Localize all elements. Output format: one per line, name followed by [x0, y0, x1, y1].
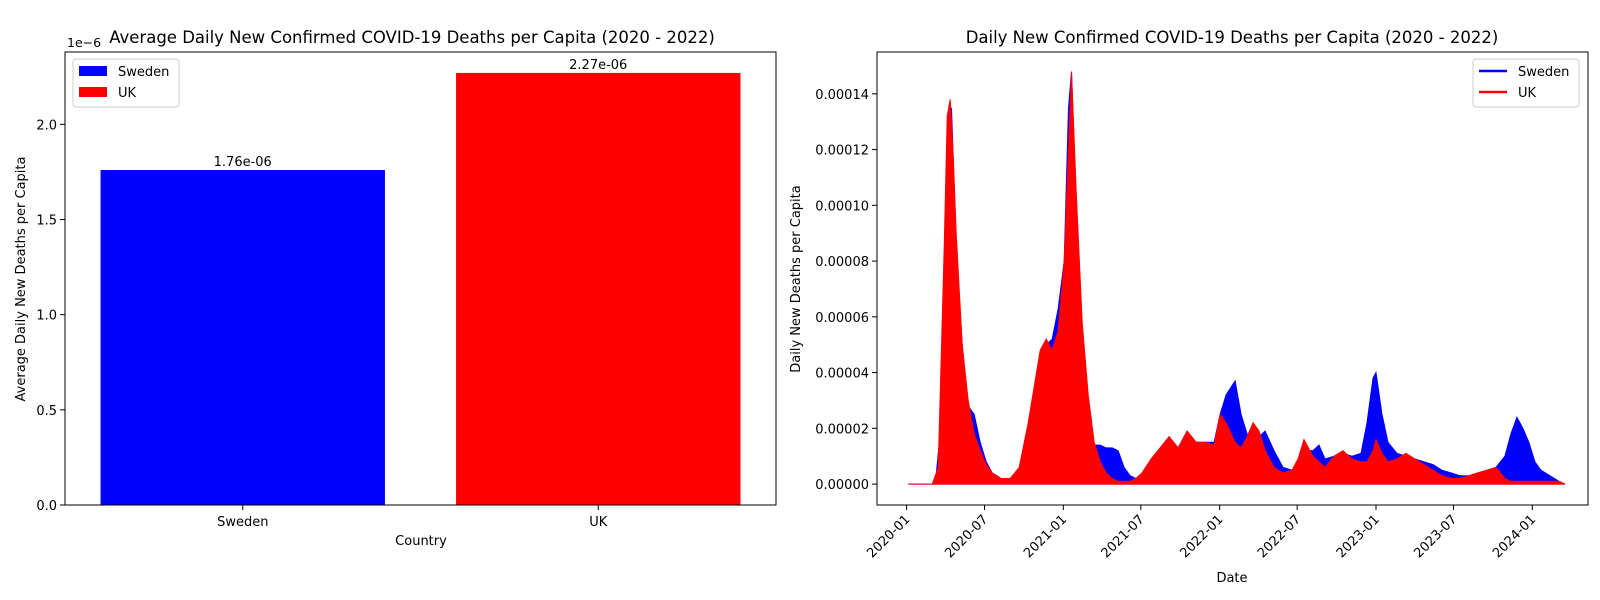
x-tick-label: 2024-01 — [1490, 512, 1539, 561]
area-chart-axes-frame — [876, 51, 1589, 506]
area-chart-panel: Daily New Confirmed COVID-19 Deaths per … — [789, 28, 1589, 586]
y-tick-label: 0.00002 — [815, 422, 869, 437]
area-chart-x-axis-label: Date — [1216, 571, 1247, 586]
y-tick-label: 0.00014 — [815, 88, 869, 103]
y-tick-label: 1.0 — [36, 309, 57, 324]
x-tick-label: UK — [589, 515, 608, 530]
bar-sweden — [100, 170, 385, 505]
area-chart-y-ticks: 0.00000 0.00002 0.00004 0.00006 0.00008 0.000… — [815, 88, 877, 493]
legend-label: Sweden — [118, 65, 169, 80]
y-tick-label: 0.00004 — [815, 367, 869, 382]
x-tick-label: 2021-01 — [1021, 512, 1070, 561]
bar-chart-offset-label: 1e−6 — [67, 35, 101, 50]
bar-chart-y-ticks: 0.0 0.5 1.0 1.5 2.0 — [36, 118, 65, 514]
x-tick-label: 2021-07 — [1099, 512, 1148, 561]
y-tick-label: 0.00012 — [815, 144, 869, 159]
legend-label: Sweden — [1518, 65, 1569, 80]
bar-chart-legend: Sweden UK — [72, 58, 180, 108]
x-tick-label: 2022-07 — [1255, 512, 1304, 561]
bar-value-label: 1.76e-06 — [214, 155, 272, 170]
area-series-sweden — [908, 71, 1566, 485]
x-tick-label: 2020-07 — [942, 512, 991, 561]
bar-chart-x-axis-label: Country — [395, 534, 447, 549]
legend-label: UK — [118, 86, 137, 101]
bar-value-label: 2.27e-06 — [569, 58, 627, 73]
bar-uk — [456, 72, 741, 505]
area-chart-legend: Sweden UK — [1472, 58, 1580, 108]
x-tick-label: 2020-01 — [864, 512, 913, 561]
y-tick-label: 2.0 — [36, 118, 57, 133]
y-tick-label: 0.00006 — [815, 311, 869, 326]
area-chart-title: Daily New Confirmed COVID-19 Deaths per … — [966, 28, 1499, 47]
legend-swatch-sweden — [79, 66, 107, 76]
bar-chart-bars: 1.76e-06 2.27e-06 — [100, 58, 741, 505]
x-tick-label: 2022-01 — [1177, 512, 1226, 561]
y-tick-label: 0.5 — [36, 404, 57, 419]
y-tick-label: 1.5 — [36, 213, 57, 228]
area-series-uk — [908, 71, 1566, 485]
y-tick-label: 0.00000 — [815, 478, 869, 493]
y-tick-label: 0.00010 — [815, 199, 869, 214]
y-tick-label: 0.00008 — [815, 255, 869, 270]
x-tick-label: 2023-01 — [1334, 512, 1383, 561]
x-tick-label: 2023-07 — [1411, 512, 1460, 561]
bar-chart-y-axis-label: Average Daily New Deaths per Capita — [14, 157, 29, 402]
bar-chart-panel: Average Daily New Confirmed COVID-19 Dea… — [14, 28, 777, 549]
legend-swatch-uk — [79, 87, 107, 97]
bar-chart-title: Average Daily New Confirmed COVID-19 Dea… — [109, 28, 715, 47]
area-chart-y-axis-label: Daily New Deaths per Capita — [789, 185, 804, 372]
area-chart-series — [908, 71, 1566, 485]
bar-chart-axes-frame — [64, 51, 777, 506]
bar-chart-x-ticks: Sweden UK — [217, 505, 608, 530]
y-tick-label: 0.0 — [36, 499, 57, 514]
legend-label: UK — [1518, 86, 1537, 101]
area-chart-x-ticks: 2020-01 2020-07 2021-01 2021-07 2022-01 2022-… — [864, 505, 1539, 561]
x-tick-label: Sweden — [217, 515, 268, 530]
